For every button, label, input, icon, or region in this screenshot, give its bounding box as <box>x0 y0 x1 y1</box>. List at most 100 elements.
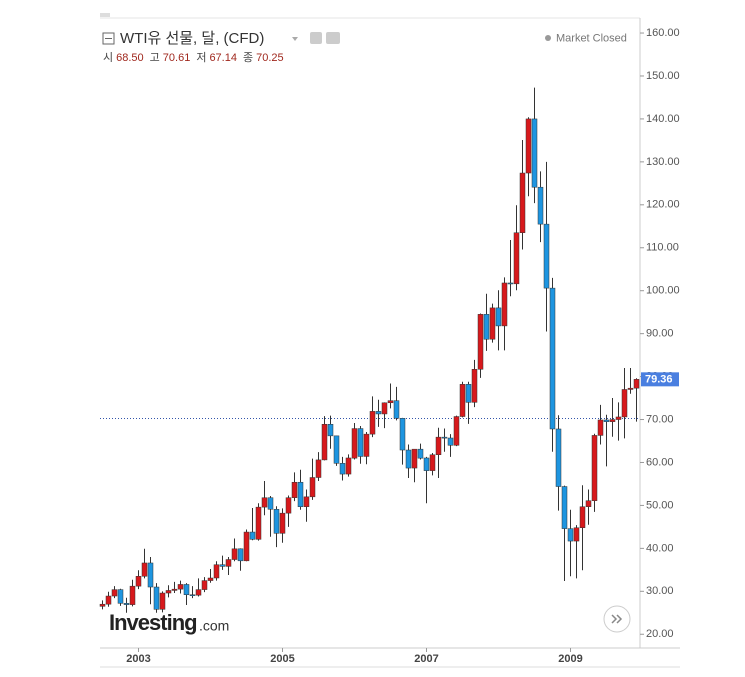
candle-body <box>441 436 448 439</box>
candle-body <box>195 589 202 596</box>
candle-body <box>549 287 556 430</box>
candle-body <box>597 419 604 436</box>
ohlc-value: 70.25 <box>256 52 284 64</box>
candle-body <box>129 585 136 605</box>
candle-body <box>357 428 364 457</box>
candle-body <box>375 411 382 415</box>
y-tick-label: 130.00 <box>646 156 680 168</box>
candle-body <box>261 497 268 508</box>
candle-body <box>537 186 544 225</box>
candle-body <box>111 589 118 597</box>
y-tick-label: 140.00 <box>646 113 680 125</box>
candle-body <box>255 506 262 540</box>
candle-body <box>123 603 130 605</box>
candle-body <box>231 548 238 560</box>
candle-body <box>207 577 214 581</box>
candle-body <box>495 307 502 327</box>
ohlc-key: 시 <box>103 52 113 64</box>
candle-body <box>141 562 148 577</box>
candle-body <box>555 428 562 487</box>
candle-body <box>531 118 538 188</box>
market-status: Market Closed <box>556 32 627 44</box>
status-dot <box>545 35 551 41</box>
candle-body <box>519 172 526 233</box>
candle-body <box>279 512 286 534</box>
x-tick-label: 2005 <box>270 653 294 665</box>
ohlc-legend: 시 68.50 고 70.61 저 67.14 종 70.25 <box>103 51 284 64</box>
y-tick-label: 100.00 <box>646 285 680 297</box>
candle-body <box>513 232 520 285</box>
candle-body <box>381 402 388 415</box>
candle-body <box>171 588 178 591</box>
candle-body <box>435 436 442 455</box>
candle-body <box>363 433 370 457</box>
ohlc-value: 70.61 <box>163 52 191 64</box>
candle-body <box>99 603 106 607</box>
ohlc-key: 고 <box>150 52 160 64</box>
candle-body <box>201 580 208 590</box>
candle-body <box>405 449 412 469</box>
candle-body <box>447 437 454 446</box>
last-price-label: 79.36 <box>645 374 673 386</box>
candle-body <box>297 481 304 507</box>
candle-body <box>579 506 586 529</box>
candle-body <box>309 477 316 498</box>
corner-mark <box>100 13 110 17</box>
candle-body <box>273 509 280 534</box>
settings-icon[interactable] <box>310 32 322 44</box>
candle-body <box>429 454 436 471</box>
y-tick-label: 30.00 <box>646 585 674 597</box>
x-tick-label: 2009 <box>558 653 582 665</box>
candle-body <box>339 463 346 475</box>
y-tick-label: 120.00 <box>646 199 680 211</box>
candle-body <box>237 548 244 562</box>
candle-body <box>417 448 424 459</box>
candle-body <box>333 435 340 464</box>
y-tick-label: 50.00 <box>646 499 674 511</box>
candle-body <box>477 314 484 370</box>
candle-body <box>585 500 592 507</box>
candle-body <box>321 424 328 461</box>
candle-body <box>219 564 226 567</box>
y-tick-label: 60.00 <box>646 456 674 468</box>
logo-suffix: .com <box>199 618 229 634</box>
scroll-arrows <box>611 614 623 624</box>
chart-title: WTI유 선물, 달, (CFD) <box>120 30 264 47</box>
candle-body <box>387 400 394 404</box>
candle-body <box>501 282 508 327</box>
candle-body <box>135 576 142 587</box>
candle-body <box>603 419 610 422</box>
candle-body <box>213 564 220 579</box>
candle-body <box>621 389 628 418</box>
gear-icon[interactable] <box>326 32 340 44</box>
candle-body <box>345 457 352 475</box>
title-dropdown[interactable] <box>292 37 298 41</box>
ohlc-value: 67.14 <box>209 52 237 64</box>
candle-body <box>303 496 310 507</box>
candle-body <box>567 528 574 542</box>
candle-body <box>291 481 298 498</box>
y-tick-label: 110.00 <box>646 242 679 254</box>
candle-body <box>483 314 490 340</box>
candle-body <box>393 400 400 419</box>
y-tick-label: 160.00 <box>646 27 680 39</box>
ohlc-key: 종 <box>243 52 253 64</box>
candle-body <box>573 527 580 542</box>
candle-body <box>189 594 196 596</box>
candle-body <box>267 497 274 510</box>
collapse-icon[interactable] <box>102 32 115 45</box>
ohlc-value: 68.50 <box>116 52 144 64</box>
candle-body <box>225 559 232 567</box>
candle-body <box>315 459 322 478</box>
candle-body <box>633 379 640 389</box>
plot-area <box>99 87 640 613</box>
y-tick-label: 40.00 <box>646 542 674 554</box>
candle-body <box>285 497 292 514</box>
candle-body <box>423 457 430 471</box>
y-tick-label: 70.00 <box>646 413 674 425</box>
candle-body <box>165 590 172 594</box>
candle-body <box>147 562 154 588</box>
candle-body <box>591 435 598 501</box>
candle-body <box>369 411 376 435</box>
